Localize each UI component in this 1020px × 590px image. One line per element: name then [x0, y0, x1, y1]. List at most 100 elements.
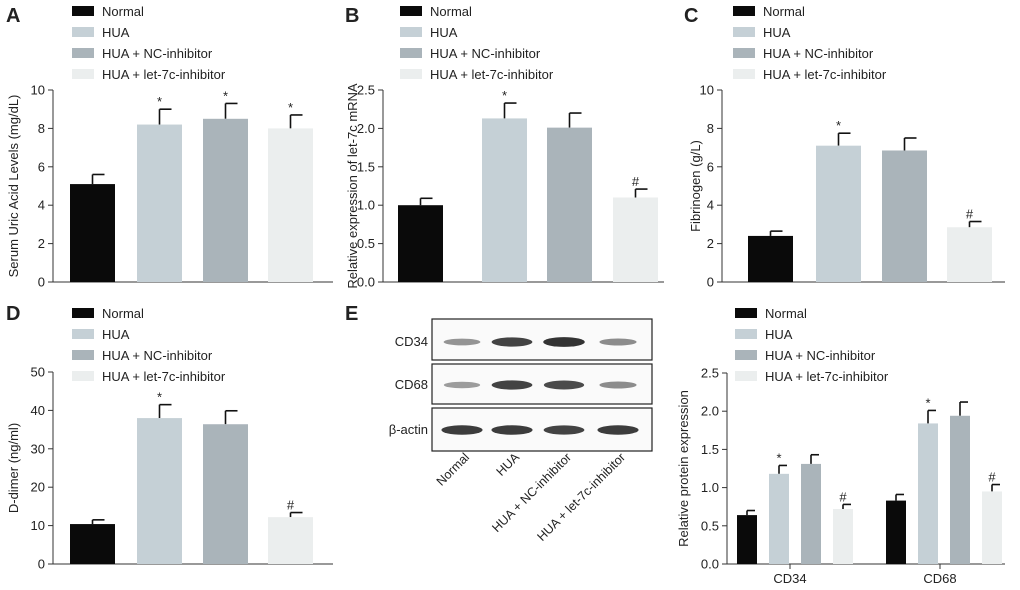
y-tick-label: 1.5	[357, 159, 375, 174]
legend-swatch	[735, 350, 757, 360]
significance-mark: #	[988, 470, 996, 485]
legend-label: HUA	[102, 327, 130, 342]
y-tick-label: 10	[700, 83, 714, 98]
legend-label: HUA	[102, 25, 130, 40]
legend-swatch	[72, 6, 94, 16]
legend-swatch	[72, 27, 94, 37]
bar	[70, 184, 115, 282]
y-tick-label: 8	[38, 121, 45, 136]
legend-label: HUA + let-7c-inhibitor	[102, 67, 226, 82]
bar	[137, 418, 182, 564]
legend-swatch	[400, 48, 422, 58]
y-tick-label: 30	[31, 441, 45, 456]
legend-label: Normal	[102, 4, 144, 19]
significance-mark: *	[157, 94, 162, 109]
significance-mark: *	[223, 88, 228, 103]
legend-label: HUA + NC-inhibitor	[102, 46, 213, 61]
legend-swatch	[72, 69, 94, 79]
legend-swatch	[735, 329, 757, 339]
y-tick-label: 4	[38, 198, 45, 213]
blot-band	[443, 338, 481, 346]
significance-mark: #	[632, 174, 640, 189]
bar	[268, 128, 313, 282]
legend-swatch	[400, 27, 422, 37]
legend-swatch	[400, 69, 422, 79]
y-tick-label: 0	[707, 275, 714, 290]
legend-swatch	[72, 48, 94, 58]
legend-label: HUA + let-7c-inhibitor	[102, 369, 226, 384]
panel-letter: A	[6, 5, 20, 27]
blot-band	[491, 380, 533, 390]
panel-letter: E	[345, 303, 358, 325]
x-tick-label: CD34	[773, 571, 806, 586]
y-tick-label: 1.5	[701, 442, 719, 457]
significance-mark: *	[502, 88, 507, 103]
bar	[833, 508, 853, 564]
bar	[918, 423, 938, 564]
significance-mark: #	[966, 207, 974, 222]
y-tick-label: 50	[31, 365, 45, 380]
y-tick-label: 40	[31, 403, 45, 418]
legend-swatch	[733, 27, 755, 37]
significance-mark: *	[157, 390, 162, 405]
panel-letter: D	[6, 303, 20, 325]
y-tick-label: 0.0	[357, 275, 375, 290]
blot-row-label: CD68	[395, 377, 428, 392]
bar	[947, 227, 992, 282]
blot-band	[599, 338, 637, 346]
y-tick-label: 6	[707, 159, 714, 174]
bar	[70, 524, 115, 564]
legend-swatch	[733, 48, 755, 58]
y-tick-label: 2.5	[701, 366, 719, 381]
significance-mark: #	[839, 489, 847, 504]
bar	[737, 515, 757, 564]
bar	[203, 424, 248, 564]
legend-label: Normal	[430, 4, 472, 19]
bar	[398, 205, 443, 282]
y-axis-title: Fibrinogen (g/L)	[688, 140, 703, 232]
y-tick-label: 1.0	[701, 480, 719, 495]
bar	[137, 124, 182, 282]
bar	[801, 463, 821, 564]
legend-swatch	[72, 308, 94, 318]
y-tick-label: 10	[31, 83, 45, 98]
bar	[547, 127, 592, 282]
legend-label: HUA	[765, 327, 793, 342]
blot-lane-label: HUA	[494, 450, 523, 479]
legend-swatch	[72, 371, 94, 381]
y-tick-label: 2	[707, 236, 714, 251]
significance-mark: #	[287, 498, 295, 513]
legend-swatch	[733, 69, 755, 79]
legend-swatch	[733, 6, 755, 16]
blot-band	[543, 337, 585, 347]
blot-band	[543, 425, 585, 435]
y-axis-title: Relative protein expression	[676, 390, 691, 547]
legend-label: Normal	[102, 306, 144, 321]
legend-label: Normal	[763, 4, 805, 19]
legend-label: HUA	[430, 25, 458, 40]
legend-label: Normal	[765, 306, 807, 321]
legend-swatch	[72, 350, 94, 360]
y-tick-label: 20	[31, 480, 45, 495]
y-tick-label: 0.5	[357, 236, 375, 251]
bar	[268, 517, 313, 564]
bar	[982, 491, 1002, 564]
blot-row-label: CD34	[395, 334, 428, 349]
y-tick-label: 2.0	[701, 404, 719, 419]
legend-swatch	[400, 6, 422, 16]
blot-band	[491, 337, 533, 347]
blot-band	[597, 425, 639, 435]
legend-swatch	[735, 308, 757, 318]
significance-mark: *	[776, 450, 781, 465]
y-tick-label: 2.5	[357, 83, 375, 98]
y-tick-label: 2	[38, 236, 45, 251]
significance-mark: *	[288, 100, 293, 115]
panel-letter: C	[684, 5, 698, 27]
y-tick-label: 0.5	[701, 518, 719, 533]
legend-label: HUA + NC-inhibitor	[763, 46, 874, 61]
y-tick-label: 6	[38, 159, 45, 174]
bar	[882, 150, 927, 282]
legend-label: HUA + NC-inhibitor	[102, 348, 213, 363]
y-tick-label: 10	[31, 518, 45, 533]
legend-label: HUA + let-7c-inhibitor	[765, 369, 889, 384]
